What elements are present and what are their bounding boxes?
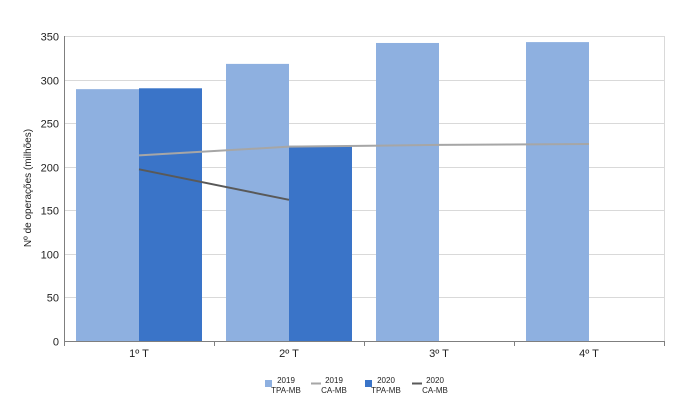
x-tick-label: 4º T bbox=[579, 348, 599, 360]
bars bbox=[76, 42, 589, 342]
legend-label-name: TPA-MB bbox=[371, 386, 401, 395]
legend-label-year: 2019 bbox=[325, 376, 343, 385]
legend-label-name: TPA-MB bbox=[271, 386, 301, 395]
y-tick-label: 300 bbox=[41, 76, 59, 88]
y-tick-label: 200 bbox=[41, 163, 59, 175]
x-tick-label: 2º T bbox=[279, 348, 299, 360]
x-tick-label: 3º T bbox=[429, 348, 449, 360]
bar-2019-TPA-MB-3º T bbox=[376, 42, 439, 341]
y-tick-label: 0 bbox=[53, 337, 59, 349]
x-tick-label: 1º T bbox=[129, 348, 149, 360]
y-tick-label: 50 bbox=[47, 293, 59, 305]
y-tick-label: 350 bbox=[41, 32, 59, 44]
legend-label-year: 2020 bbox=[426, 376, 444, 385]
line-2020-CA-MB bbox=[138, 168, 290, 201]
legend-swatch bbox=[365, 380, 372, 387]
y-tick-label: 100 bbox=[41, 250, 59, 262]
bar-2019-TPA-MB-1º T bbox=[76, 89, 139, 342]
bar-2020-TPA-MB-1º T bbox=[139, 88, 202, 342]
legend-label-year: 2019 bbox=[277, 376, 295, 385]
y-tick-label: 250 bbox=[41, 119, 59, 131]
legend-label-year: 2020 bbox=[377, 376, 395, 385]
bar-2019-TPA-MB-2º T bbox=[226, 63, 289, 342]
bar-2020-TPA-MB-2º T bbox=[289, 145, 352, 341]
legend-label-name: CA-MB bbox=[422, 386, 448, 395]
y-tick-label: 150 bbox=[41, 206, 59, 218]
lines bbox=[138, 143, 590, 201]
line-2019-CA-MB bbox=[138, 143, 590, 157]
legend-swatch bbox=[265, 380, 272, 387]
legend-label-name: CA-MB bbox=[321, 386, 347, 395]
axes: 0 50 100 150 200 250 300 350 1º T 2º T 3º T 4º T bbox=[41, 32, 665, 360]
bar-2019-TPA-MB-4º T bbox=[526, 42, 589, 341]
y-axis-label: Nº de operações (milhões) bbox=[23, 129, 34, 247]
